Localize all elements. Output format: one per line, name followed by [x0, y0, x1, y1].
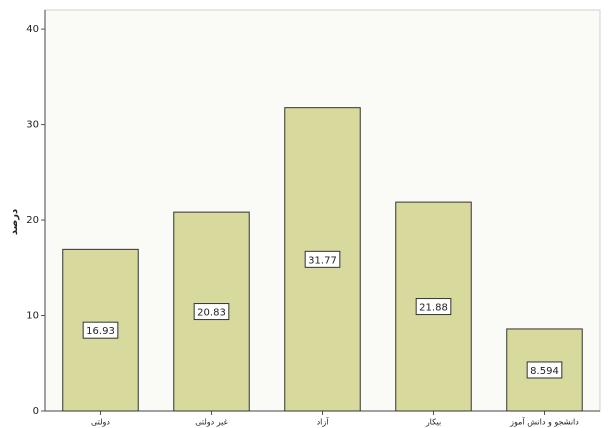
x-tick-label: دولتی [91, 418, 110, 427]
value-label: 20.83 [197, 308, 226, 319]
value-label: 21.88 [419, 303, 448, 314]
value-label: 8.594 [530, 366, 559, 377]
y-tick-label: 30 [26, 120, 39, 131]
x-tick-label: دانشجو و دانش آموز [509, 417, 579, 427]
value-label: 16.93 [86, 326, 115, 337]
x-tick-label: غیر دولتی [195, 418, 228, 427]
y-tick-label: 0 [33, 406, 39, 417]
x-tick-label: بیکار [425, 418, 441, 427]
chart: درصد 0 10 20 30 40 دولتی 16.93 غیر دولتی 20.83 آز… [0, 0, 612, 428]
x-tick-label: آزاد [317, 417, 330, 427]
y-tick-label: 10 [26, 311, 39, 322]
value-label: 31.77 [308, 255, 337, 266]
y-tick-label: 20 [26, 215, 39, 226]
y-tick-label: 40 [26, 24, 39, 35]
y-axis-label: درصد [9, 209, 20, 235]
